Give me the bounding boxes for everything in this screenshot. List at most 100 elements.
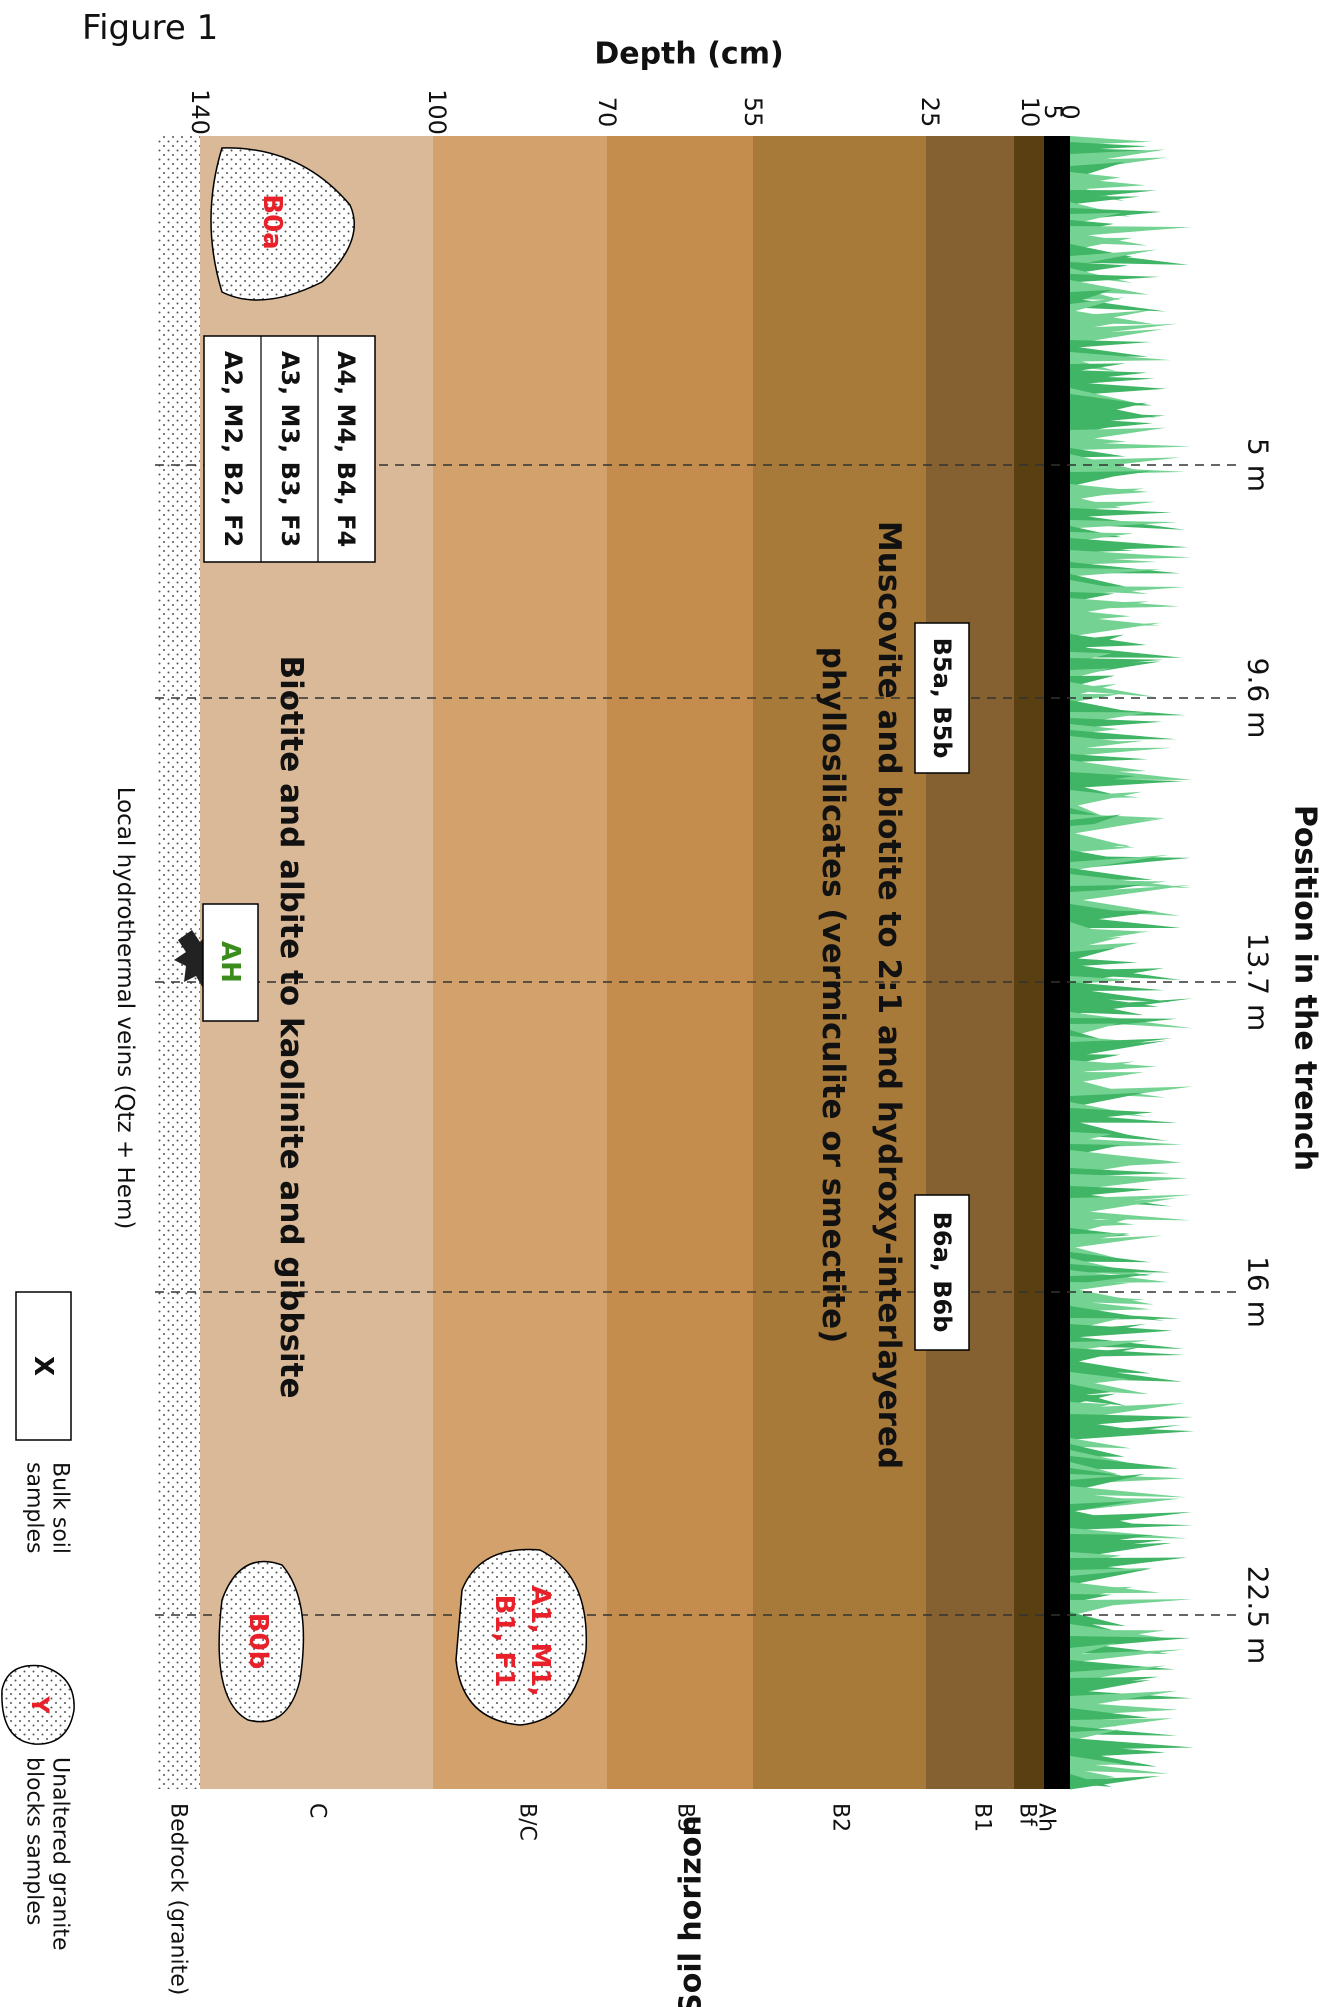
- sample-label: AH: [215, 941, 245, 983]
- grass-blade: [1070, 1323, 1147, 1339]
- legend-symbol: Y: [26, 1695, 54, 1714]
- position-tick-label: 5 m: [1242, 438, 1275, 492]
- soil-layer: [1014, 136, 1044, 1789]
- grass-blade: [1070, 856, 1191, 870]
- grass-blade: [1070, 1729, 1120, 1741]
- grass-blade: [1070, 226, 1192, 237]
- grass-blade: [1070, 427, 1167, 443]
- grass-blade: [1070, 682, 1155, 697]
- grass-blade: [1070, 382, 1167, 396]
- grass-blade: [1070, 1040, 1167, 1058]
- grass-blade: [1070, 1264, 1171, 1273]
- grass-blade: [1070, 694, 1120, 703]
- annotation: Local hydrothermal veins (Qtz + Hem): [112, 787, 138, 1230]
- depth-tick-label: 100: [423, 89, 451, 135]
- grass-blade: [1070, 754, 1148, 763]
- grass-blade: [1070, 1776, 1161, 1790]
- grass-blade: [1070, 162, 1125, 180]
- sample-box: [914, 622, 970, 774]
- grass-blade: [1070, 149, 1166, 165]
- soil-layer: [433, 136, 607, 1789]
- grass-blade: [1070, 297, 1125, 313]
- grass-blade: [1070, 622, 1163, 637]
- grass-blade: [1070, 958, 1138, 967]
- sample-box: [15, 1291, 72, 1441]
- sample-label: A4, M4, B4, F4: [332, 351, 360, 547]
- grass-blade: [1070, 1126, 1168, 1141]
- grass-blade: [1070, 1210, 1191, 1221]
- horizon-label: C: [305, 1803, 330, 1818]
- grass-blade: [1070, 442, 1192, 451]
- depth-tick-label: 10: [1016, 97, 1044, 128]
- grass-blade: [1070, 1168, 1170, 1177]
- grass-blade: [1070, 998, 1194, 1015]
- grass-blade: [1070, 1294, 1146, 1304]
- grass-blade: [1070, 1456, 1179, 1470]
- grass-blade: [1070, 1762, 1170, 1774]
- grass-blade: [1070, 778, 1184, 789]
- sample-label: B5a, B5b: [928, 638, 956, 759]
- horizon-title: Soil horizon: [674, 1815, 709, 2007]
- grass-blade: [1070, 1474, 1146, 1492]
- sample-label: B6a, B6b: [928, 1212, 956, 1333]
- soil-layer: [1044, 136, 1070, 1789]
- grass-blade: [1070, 237, 1133, 251]
- grass-blade: [1070, 1347, 1140, 1364]
- grass-blade: [1070, 289, 1113, 305]
- depth-tick-label: 25: [916, 97, 944, 128]
- grass-blade: [1070, 1072, 1144, 1084]
- grass-blade: [1070, 747, 1172, 757]
- grass-blade: [1070, 1300, 1151, 1312]
- grass-blade: [1070, 310, 1152, 326]
- grass-blade: [1070, 352, 1171, 362]
- grass-blade: [1070, 457, 1181, 471]
- depth-tick-label: 0: [1056, 104, 1084, 119]
- grass-blade: [1070, 675, 1115, 687]
- grass-blade: [1070, 329, 1164, 345]
- depth-tick-label: 70: [593, 97, 621, 128]
- block-label: B0b: [243, 1613, 273, 1670]
- grass-blade: [1070, 550, 1192, 561]
- grass-blade: [1070, 1522, 1194, 1531]
- grass-blade: [1070, 1756, 1127, 1766]
- legend-block: [1, 1664, 75, 1745]
- figure-label: Figure 1: [82, 8, 218, 48]
- grass-blade: [1070, 1340, 1150, 1352]
- grass-blade: [1070, 142, 1148, 151]
- granite-block: [218, 1560, 305, 1723]
- annotation: phyllosilicates (vermiculite or smectite…: [815, 647, 851, 1344]
- grass-blade: [1070, 854, 1170, 871]
- grass-blade: [1070, 1246, 1134, 1263]
- grass-blade: [1070, 1542, 1173, 1559]
- grass-blade: [1070, 791, 1143, 808]
- horizon-label: B2: [828, 1803, 853, 1832]
- sample-box: [202, 903, 259, 1022]
- grass-blade: [1070, 1708, 1149, 1721]
- position-tick-label: 9.6 m: [1242, 658, 1275, 739]
- annotation: Muscovite and biotite to 2:1 and hydroxy…: [871, 521, 907, 1469]
- grass-blade: [1070, 1114, 1178, 1123]
- grass-blade: [1070, 982, 1165, 992]
- grass-blade: [1070, 1424, 1183, 1441]
- grass-blade: [1070, 250, 1189, 265]
- position-tick-label: 22.5 m: [1242, 1566, 1275, 1665]
- grass-blade: [1070, 508, 1173, 518]
- grass-blade: [1070, 1603, 1121, 1616]
- grass-blade: [1070, 1023, 1119, 1037]
- grass-blade: [1070, 1500, 1136, 1513]
- position-axis-title: Position in the trench: [1288, 805, 1323, 1171]
- grass-blade: [1070, 683, 1117, 697]
- horizon-label: Bf: [1015, 1803, 1040, 1827]
- grass-blade: [1070, 178, 1146, 191]
- grass-blade: [1070, 942, 1139, 959]
- granite-block: [210, 147, 355, 301]
- soil-layer: [607, 136, 753, 1789]
- grass-blade: [1070, 376, 1155, 385]
- grass-blade: [1070, 1312, 1181, 1321]
- depth-axis-title: Depth (cm): [594, 37, 783, 72]
- grass-blade: [1070, 1179, 1163, 1191]
- legend-symbol: X: [28, 1356, 58, 1376]
- legend-label: Unaltered granite: [48, 1757, 73, 1951]
- grass-blade: [1070, 1061, 1135, 1075]
- grass-blade: [1070, 634, 1125, 654]
